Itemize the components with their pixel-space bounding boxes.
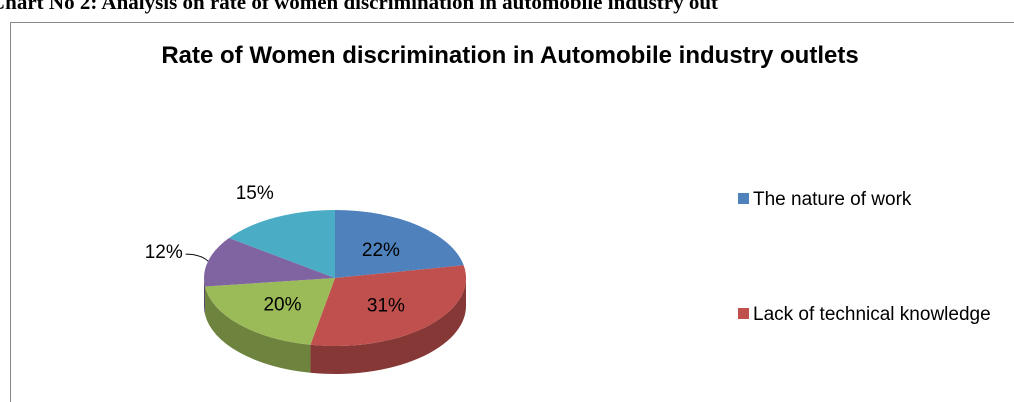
legend-swatch xyxy=(738,308,749,319)
legend-label: Lack of technical knowledge xyxy=(753,304,991,325)
pie-side xyxy=(310,278,466,375)
pie-side xyxy=(205,286,311,373)
pie: 22% 31% 20% 12% 15% xyxy=(145,183,466,375)
pie-slice xyxy=(335,210,464,278)
pie-slice xyxy=(310,265,466,346)
title-box: Rate of Women discrimination in Automobi… xyxy=(161,42,859,69)
data-label: 12% xyxy=(145,242,183,263)
heading: Chart No 2: Analysis on rate of women di… xyxy=(0,0,718,14)
pie-slice xyxy=(205,278,335,345)
data-label: 31% xyxy=(367,295,405,316)
pie-slice xyxy=(229,210,335,278)
legend-swatch xyxy=(738,193,749,204)
data-label: 22% xyxy=(362,240,400,261)
leader-line xyxy=(185,253,209,262)
pie-side xyxy=(204,278,206,315)
legend-label: The nature of work xyxy=(753,189,912,210)
data-label: 20% xyxy=(263,295,301,316)
data-label: 15% xyxy=(236,183,274,204)
chart-frame xyxy=(10,22,1014,402)
chart-title: Rate of Women discrimination in Automobi… xyxy=(161,42,859,69)
pie-slice xyxy=(203,238,335,287)
